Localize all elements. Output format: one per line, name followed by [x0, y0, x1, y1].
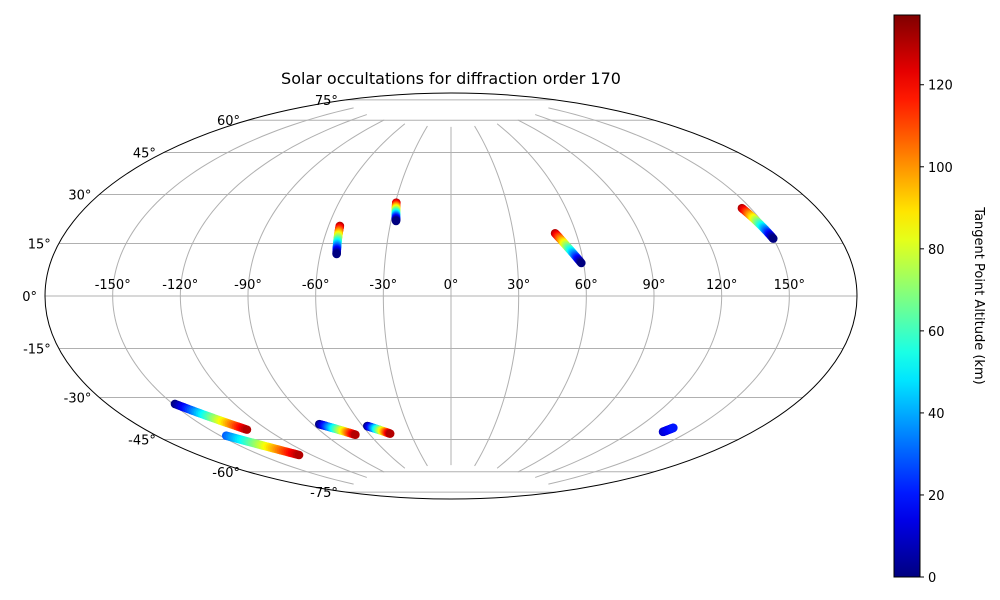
- data-points: [170, 198, 778, 460]
- data-point: [768, 234, 778, 243]
- latitude-tick-label: 45°: [133, 147, 156, 162]
- longitude-tick-label: 150°: [774, 278, 805, 293]
- colorbar-label: Tangent Point Altitude (km): [971, 206, 986, 384]
- data-point: [242, 425, 252, 434]
- latitude-tick-label: 0°: [22, 290, 37, 305]
- longitude-tick-label: -120°: [162, 278, 198, 293]
- longitude-tick-label: 120°: [706, 278, 737, 293]
- latitude-tick-label: 75°: [315, 94, 338, 109]
- longitude-tick-label: 0°: [444, 278, 459, 293]
- colorbar-tick-label: 120: [928, 79, 953, 94]
- data-point: [385, 429, 395, 438]
- data-point: [294, 450, 304, 460]
- latitude-tick-label: 15°: [28, 238, 51, 253]
- chart-title: Solar occultations for diffraction order…: [281, 69, 621, 88]
- longitude-tick-labels: -150° -120° -90° -60° -30° 0° 30° 60° 90° 120° 150…: [95, 278, 805, 293]
- data-point: [669, 423, 678, 433]
- map-boundary: [44, 92, 858, 500]
- latitude-tick-label: -60°: [212, 466, 240, 481]
- longitude-tick-label: 90°: [642, 278, 665, 293]
- data-point: [577, 258, 586, 268]
- longitude-tick-label: -60°: [302, 278, 330, 293]
- latitude-tick-label: -45°: [128, 434, 156, 449]
- longitude-tick-label: -30°: [369, 278, 397, 293]
- map-graticule: [45, 99, 857, 493]
- latitude-tick-label: -30°: [64, 392, 92, 407]
- latitude-tick-label: 60°: [217, 114, 240, 129]
- colorbar-gradient: [893, 14, 921, 578]
- data-point: [351, 430, 360, 440]
- colorbar-tick-label: 100: [928, 161, 953, 176]
- colorbar-tick-label: 40: [928, 407, 945, 422]
- colorbar-tick-label: 60: [928, 325, 945, 340]
- latitude-tick-labels: 75° 60° 45° 30° 15° 0° -15° -30° -45° -60° -75°: [22, 94, 338, 501]
- latitude-tick-label: -75°: [310, 486, 338, 501]
- longitude-tick-label: 30°: [507, 278, 530, 293]
- longitude-tick-label: 60°: [575, 278, 598, 293]
- latitude-tick-label: -15°: [23, 343, 51, 358]
- data-point: [391, 216, 401, 226]
- colorbar-tick-label: 0: [928, 571, 936, 586]
- latitude-tick-label: 30°: [68, 189, 91, 204]
- colorbar-tick-label: 80: [928, 243, 945, 258]
- longitude-tick-label: -90°: [234, 278, 262, 293]
- data-point: [332, 249, 341, 259]
- colorbar-tick-label: 20: [928, 489, 945, 504]
- longitude-tick-label: -150°: [95, 278, 131, 293]
- colorbar: 0 20 40 60 80 100 120 Tangent Point Altitude (k…: [893, 14, 986, 586]
